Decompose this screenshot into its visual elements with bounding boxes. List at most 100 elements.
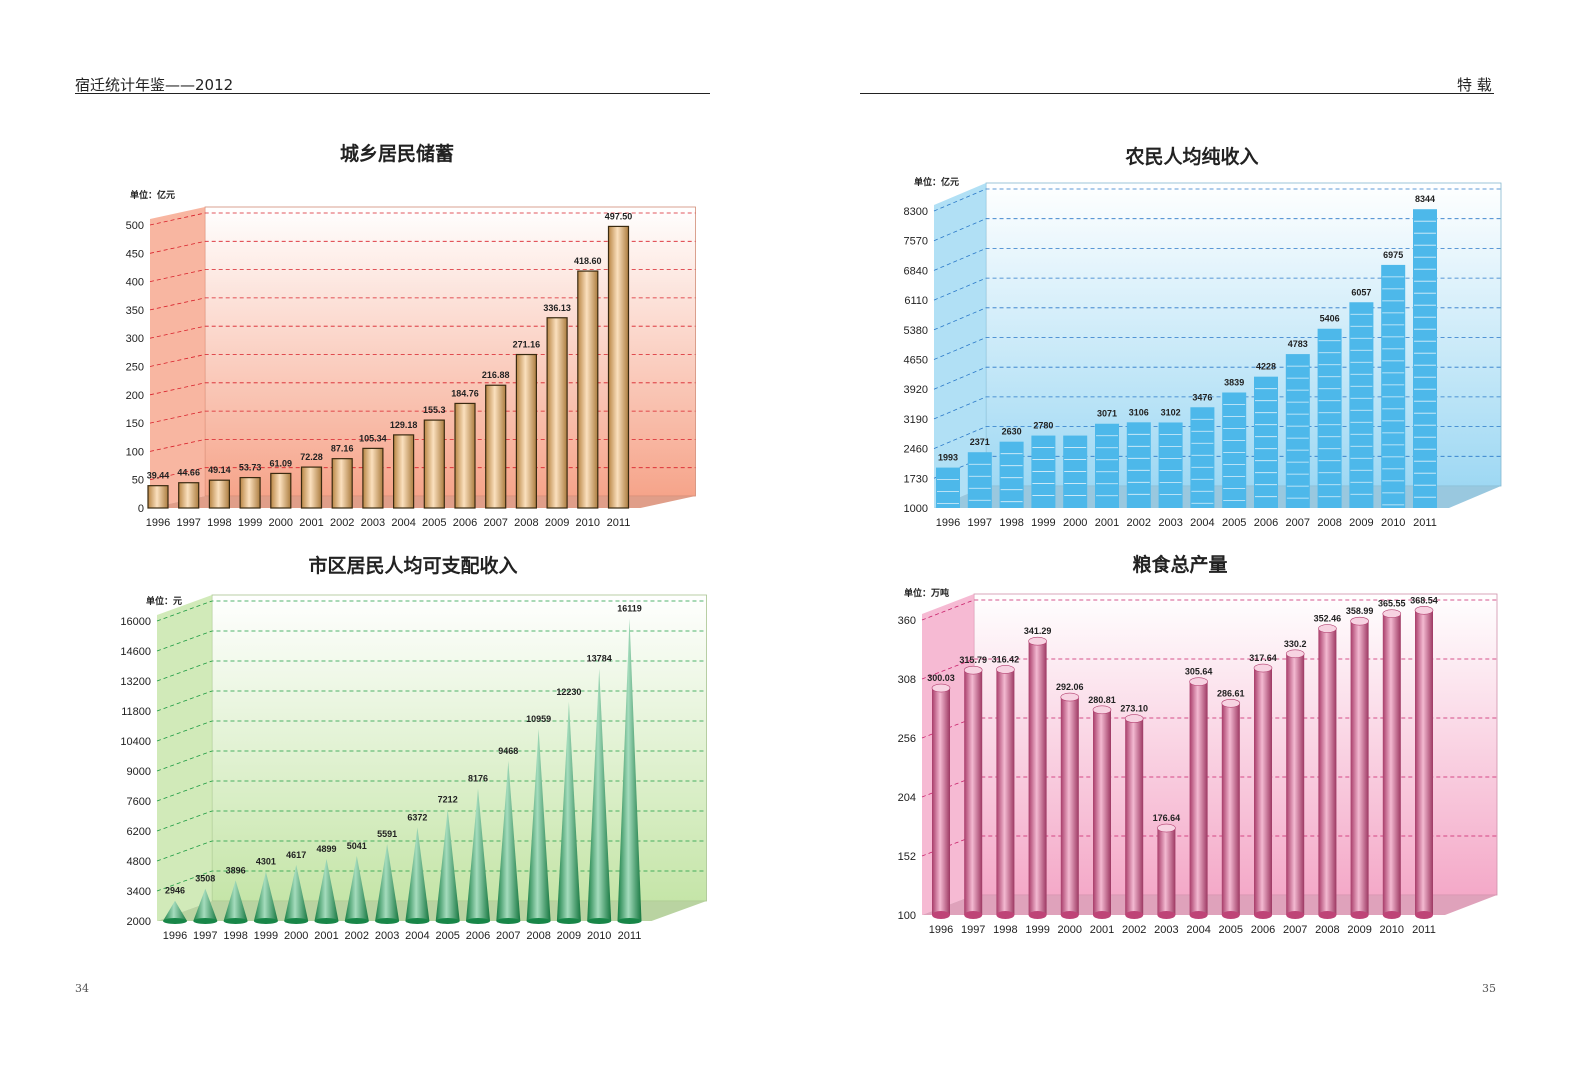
bar-1998 — [208, 479, 231, 509]
data-label: 13784 — [587, 653, 612, 663]
x-tick-label: 2006 — [466, 930, 490, 942]
bar-2007 — [485, 384, 507, 509]
x-tick-label: 2003 — [361, 517, 385, 529]
data-label: 4301 — [256, 857, 276, 867]
data-label: 300.03 — [927, 673, 955, 683]
y-tick-label: 308 — [898, 674, 916, 686]
x-tick-label: 2010 — [587, 930, 611, 942]
bar-2001 — [1095, 423, 1119, 508]
x-tick-label: 2000 — [1058, 924, 1082, 936]
chart-title: 农民人均纯收入 — [1124, 145, 1258, 168]
chart-bars — [147, 225, 630, 509]
data-label: 317.64 — [1249, 653, 1277, 663]
x-tick-label: 2004 — [405, 930, 429, 942]
data-label: 3839 — [1224, 377, 1244, 387]
bar-2011 — [1414, 606, 1434, 919]
y-tick-label: 13200 — [120, 676, 151, 688]
data-label: 305.64 — [1185, 667, 1213, 677]
bar-2009 — [1350, 616, 1369, 919]
y-tick-label: 1730 — [904, 473, 928, 485]
gridline — [156, 600, 707, 622]
bar-2006 — [1253, 663, 1273, 919]
data-label: 3102 — [1161, 407, 1181, 417]
data-label: 2780 — [1033, 421, 1053, 431]
data-label: 273.10 — [1120, 704, 1148, 714]
bar-1998 — [996, 665, 1015, 919]
data-label: 280.81 — [1088, 695, 1116, 705]
chart-x-ticks: 1996 1997 1998 1999 2000 2001 2002 2003 2004 2005… — [929, 924, 1436, 936]
data-label: 418.60 — [574, 256, 602, 266]
chart-y-ticks: 1000 1730 2460 3190 3920 4650 5380 6110 6840 7570… — [904, 206, 928, 515]
bar-2009 — [556, 701, 581, 924]
bar-2009 — [1349, 302, 1374, 508]
bar-2000 — [1060, 692, 1080, 919]
bar-2003 — [1157, 823, 1176, 919]
x-tick-label: 2008 — [526, 930, 550, 942]
x-tick-label: 2011 — [607, 517, 631, 529]
x-tick-label: 2000 — [284, 930, 308, 942]
x-tick-label: 2009 — [1349, 517, 1373, 529]
bar-2004 — [393, 434, 415, 509]
data-label: 6975 — [1383, 250, 1403, 260]
chart-x-ticks: 1996 1997 1998 1999 2000 2001 2002 2003 2004 2005… — [936, 517, 1437, 529]
data-label: 336.13 — [543, 303, 571, 313]
y-tick-label: 6110 — [904, 295, 928, 307]
gridline — [156, 750, 707, 772]
data-label: 7212 — [438, 794, 458, 804]
bar-1996 — [163, 900, 187, 924]
chart-x-ticks: 1996 1997 1998 1999 2000 2001 2002 2003 2004 2005… — [146, 517, 631, 529]
gridline — [156, 720, 707, 742]
bar-1999 — [1028, 636, 1047, 919]
bar-2001 — [300, 466, 323, 509]
x-tick-label: 2006 — [1251, 924, 1275, 936]
x-tick-label: 2010 — [1381, 517, 1405, 529]
data-label: 286.61 — [1217, 688, 1245, 698]
data-label: 3508 — [195, 874, 215, 884]
data-label: 3896 — [226, 865, 246, 875]
y-tick-label: 10400 — [120, 736, 151, 748]
y-tick-label: 360 — [898, 615, 916, 627]
data-label: 8344 — [1415, 194, 1435, 204]
data-label: 16119 — [617, 603, 642, 613]
data-label: 2630 — [1002, 427, 1022, 437]
x-tick-label: 2003 — [1154, 924, 1178, 936]
gridline — [933, 277, 1501, 301]
data-label: 341.29 — [1024, 626, 1052, 636]
gridline — [933, 307, 1501, 331]
y-tick-label: 7570 — [904, 236, 928, 248]
x-tick-label: 2008 — [1317, 517, 1341, 529]
x-tick-label: 1998 — [999, 517, 1023, 529]
bar-1999 — [1031, 435, 1056, 508]
bar-1997 — [967, 452, 992, 508]
left-header-rule — [75, 93, 710, 94]
x-tick-label: 1997 — [968, 517, 992, 529]
x-tick-label: 2002 — [330, 517, 354, 529]
farmer-income-chart: 农民人均纯收入 单位：亿元 1000 1730 2460 3190 3920 4650 53… — [904, 145, 1502, 529]
data-label: 8176 — [468, 774, 488, 784]
x-tick-label: 2002 — [345, 930, 369, 942]
x-tick-label: 2004 — [391, 517, 415, 529]
data-label: 155.3 — [423, 405, 446, 415]
data-label: 2371 — [970, 437, 990, 447]
chart-data-labels: 2946 3508 3896 4301 4617 4899 5041 5591 6372 7212… — [165, 603, 642, 895]
bar-1998 — [223, 880, 248, 924]
data-label: 497.50 — [605, 211, 633, 221]
gridline — [156, 630, 707, 652]
chart-bars — [936, 209, 1437, 508]
y-tick-label: 4650 — [904, 355, 928, 367]
bar-2004 — [405, 827, 430, 924]
data-label: 44.66 — [177, 468, 200, 478]
gridline — [149, 297, 696, 311]
gridline — [933, 248, 1501, 271]
y-tick-label: 14600 — [120, 646, 151, 658]
left-page-number: 34 — [75, 982, 89, 995]
bar-2002 — [1124, 714, 1144, 919]
y-tick-label: 100 — [898, 910, 916, 922]
chart-bars — [163, 618, 642, 924]
x-tick-label: 2001 — [314, 930, 338, 942]
urban-income-chart: 市区居民人均可支配收入 单位：元 2000 3400 4800 6200 7600 900… — [120, 554, 707, 942]
bar-2011 — [617, 618, 642, 924]
y-tick-label: 150 — [126, 418, 144, 430]
x-tick-label: 2001 — [1095, 517, 1119, 529]
x-tick-label: 2011 — [1412, 924, 1436, 936]
